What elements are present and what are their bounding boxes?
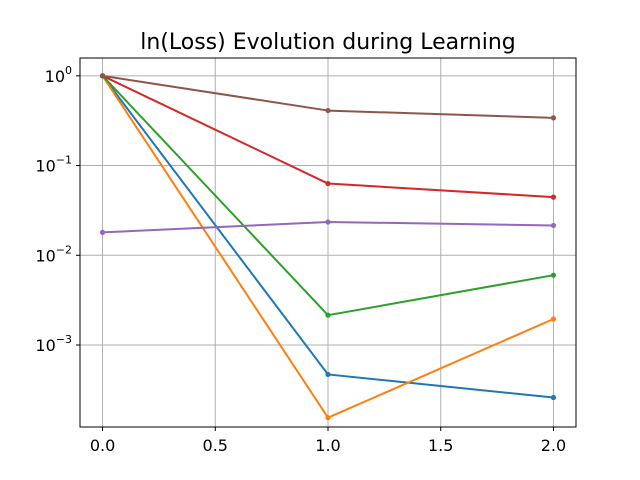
y-axis-ticks: 100 10−1 10−2 10−3 — [35, 64, 80, 355]
x-tick-label: 0.0 — [90, 436, 115, 455]
y-tick-label: 10−3 — [35, 333, 72, 355]
x-tick-label: 0.5 — [203, 436, 228, 455]
chart-title: ln(Loss) Evolution during Learning — [140, 30, 516, 55]
grid — [80, 58, 576, 427]
data-point — [550, 316, 557, 322]
y-tick-label: 10−1 — [35, 154, 72, 176]
x-tick-label: 2.0 — [541, 436, 566, 455]
data-point — [325, 180, 331, 187]
data-point — [99, 73, 106, 79]
y-tick-label: 10−2 — [35, 243, 72, 265]
data-point — [550, 115, 557, 121]
series-lines — [99, 73, 557, 421]
data-point — [325, 219, 331, 225]
x-tick-label: 1.0 — [315, 436, 340, 455]
y-tick-label: 100 — [45, 64, 72, 86]
data-point — [99, 229, 106, 235]
data-point — [550, 194, 557, 200]
series-6 — [99, 73, 557, 121]
data-point — [550, 222, 557, 229]
data-point — [325, 107, 331, 114]
data-point — [550, 272, 557, 278]
data-point — [325, 312, 331, 318]
data-point — [325, 371, 331, 378]
data-point — [550, 394, 557, 401]
data-point — [325, 415, 331, 421]
x-tick-label: 1.5 — [428, 436, 453, 455]
x-axis-ticks: 0.0 0.5 1.0 1.5 2.0 — [90, 427, 566, 455]
series-5 — [99, 219, 557, 235]
